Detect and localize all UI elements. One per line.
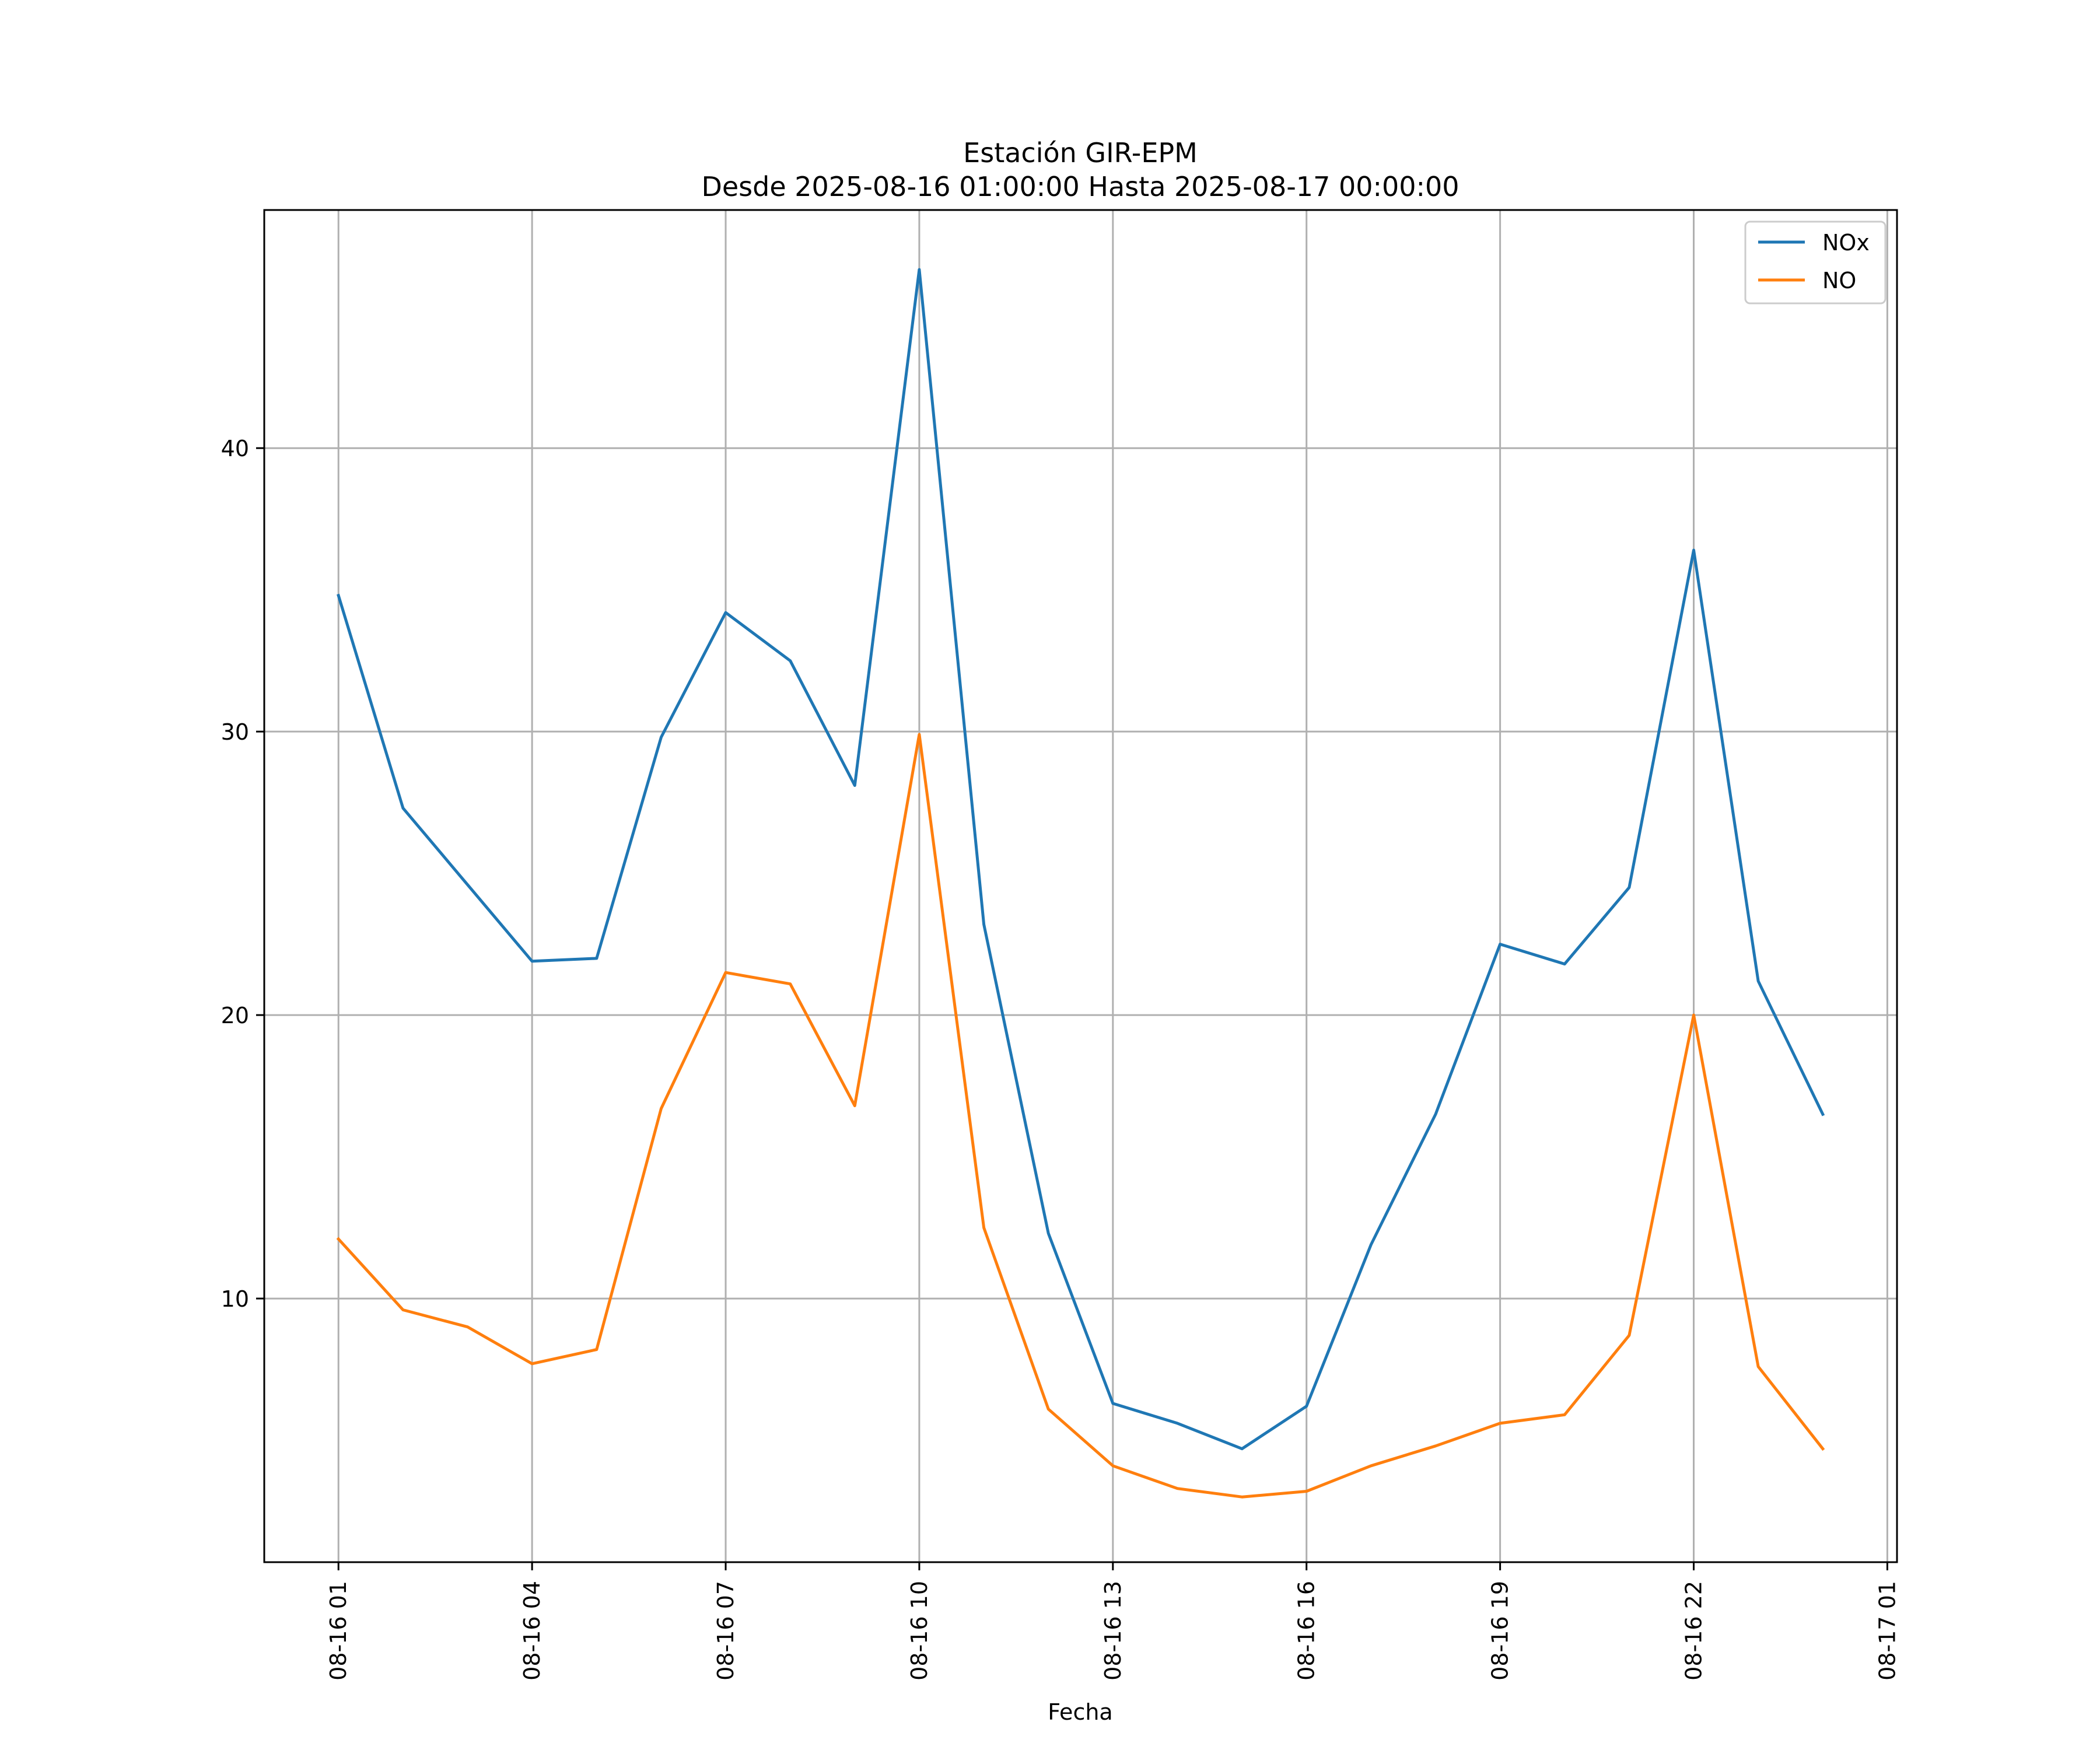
x-tick-label: 08-16 16 [1294,1581,1320,1681]
y-tick-label: 10 [221,1286,249,1312]
x-tick-label: 08-17 01 [1874,1581,1900,1681]
series-line-nox [337,268,1825,1451]
x-tick-label: 08-16 19 [1488,1581,1513,1681]
plot-frame [263,209,1898,1563]
y-tick-label: 20 [221,1003,249,1028]
legend-label-nox: NOx [1822,230,1870,256]
legend: NOx NO [1744,220,1887,304]
legend-label-no: NO [1822,268,1856,293]
series-lines [336,268,1825,1499]
y-tick-label: 30 [221,719,249,745]
series-line-no [336,733,1825,1499]
x-tick-label: 08-16 01 [326,1581,351,1681]
x-axis-ticks: 08-16 01 08-16 04 08-16 07 08-16 10 08-16 13… [326,1562,1900,1681]
chart-subtitle: Desde 2025-08-16 01:00:00 Hasta 2025-08-… [701,171,1459,202]
y-tick-label: 40 [221,436,249,461]
chart-title: Estación GIR-EPM [963,137,1198,169]
x-tick-label: 08-16 13 [1100,1581,1126,1681]
x-tick-label: 08-16 10 [907,1581,932,1681]
x-tick-label: 08-16 07 [713,1581,738,1681]
x-tick-label: 08-16 04 [519,1581,545,1681]
x-tick-label: 08-16 22 [1681,1581,1707,1681]
y-axis-ticks: 10 20 30 40 [221,436,264,1312]
grid [264,210,1897,1562]
x-axis-label: Fecha [1048,1699,1112,1725]
